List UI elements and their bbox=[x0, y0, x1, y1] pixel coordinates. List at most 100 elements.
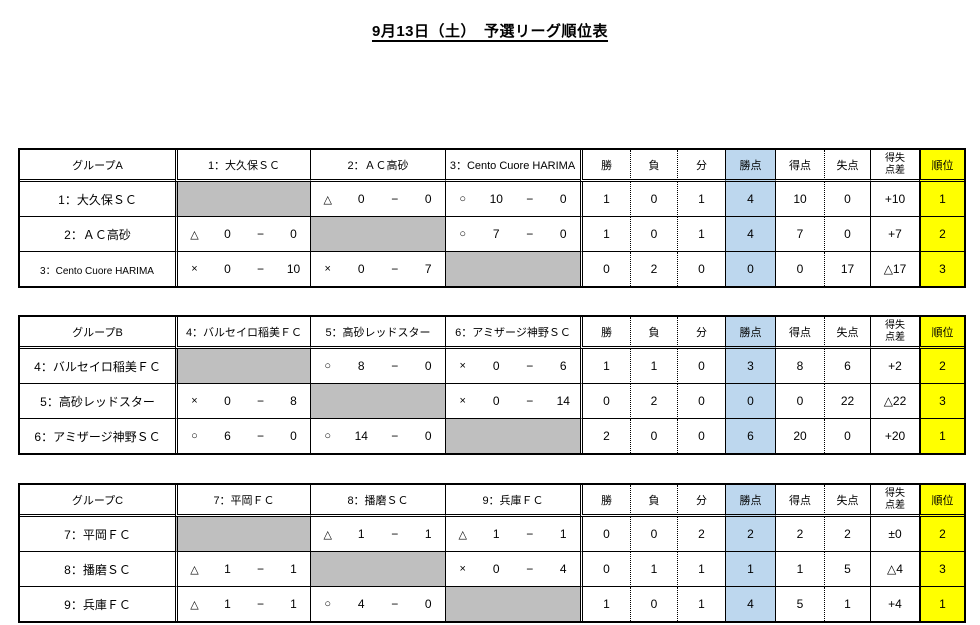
score-left: 0 bbox=[357, 262, 365, 276]
team-name: 9：兵庫ＦＣ bbox=[64, 597, 131, 612]
score-left: 0 bbox=[357, 192, 365, 206]
col-header-draws: 分 bbox=[677, 485, 725, 517]
match-result: × 0 − 7 bbox=[310, 252, 445, 286]
col-header-losses: 負 bbox=[630, 317, 677, 349]
team-row: 6：アミザージ神野ＳＣ ○ 6−0 ○ 14−0 2 0 0 6 20 0 +20 … bbox=[20, 419, 964, 453]
goal-diff-value: +10 bbox=[870, 182, 919, 217]
col-header-goals-for: 得点 bbox=[775, 485, 824, 517]
opponent-header: 3：Cento Cuore HARIMA bbox=[445, 150, 580, 182]
col-header-points: 勝点 bbox=[725, 485, 775, 517]
score-right: 4 bbox=[559, 562, 567, 576]
col-header-goals-against: 失点 bbox=[824, 485, 870, 517]
match-result: × 0 − 8 bbox=[175, 384, 310, 419]
score-left: 1 bbox=[224, 597, 231, 611]
col-header-rank: 順位 bbox=[919, 150, 964, 182]
score-right: 1 bbox=[290, 597, 297, 611]
score-right: 0 bbox=[424, 597, 432, 611]
match-result: × 0 − 14 bbox=[445, 384, 580, 419]
result-symbol: ○ bbox=[324, 598, 332, 610]
team-row: 7：平岡ＦＣ △ 1 − 1 △ 1 − 1 0 0 2 2 2 2 ±0 2 bbox=[20, 517, 964, 552]
score-right: 8 bbox=[290, 394, 297, 408]
opponent-header: 1：大久保ＳＣ bbox=[175, 150, 310, 182]
rank-value: 1 bbox=[919, 182, 964, 217]
col-header-draws: 分 bbox=[677, 317, 725, 349]
score-dash: − bbox=[256, 597, 264, 611]
col-header-goals-against: 失点 bbox=[824, 150, 870, 182]
score-right: 1 bbox=[559, 527, 567, 541]
self-match-cell bbox=[445, 252, 580, 286]
goal-diff-value: +7 bbox=[870, 217, 919, 252]
score-right: 0 bbox=[424, 429, 432, 443]
team-name: 4：バルセイロ稲美ＦＣ bbox=[20, 349, 175, 384]
self-match-cell bbox=[445, 587, 580, 621]
losses-value: 1 bbox=[630, 552, 677, 587]
match-result: △ 1 − 1 bbox=[445, 517, 580, 552]
score-dash: − bbox=[391, 597, 399, 611]
result-symbol: △ bbox=[190, 563, 199, 576]
self-match-cell bbox=[175, 349, 310, 384]
score-right: 1 bbox=[424, 527, 432, 541]
team-row: 9：兵庫ＦＣ △ 1 − 1 ○ 4 − 0 1 0 1 4 5 1 +4 1 bbox=[20, 587, 964, 621]
opponent-header: 2：ＡＣ高砂 bbox=[310, 150, 445, 182]
goals-for-value: 10 bbox=[775, 182, 824, 217]
result-symbol: × bbox=[459, 360, 466, 372]
result-symbol: × bbox=[324, 263, 331, 275]
match-result: ○ 8 − 0 bbox=[310, 349, 445, 384]
score-dash: − bbox=[256, 429, 264, 443]
result-symbol: ○ bbox=[459, 193, 467, 205]
points-value: 1 bbox=[725, 552, 775, 587]
group-label: グループA bbox=[20, 150, 175, 182]
rank-value: 2 bbox=[919, 349, 964, 384]
draws-value: 0 bbox=[677, 384, 725, 419]
match-result: × 0 − 6 bbox=[445, 349, 580, 384]
col-header-wins: 勝 bbox=[580, 485, 630, 517]
wins-value: 0 bbox=[580, 252, 630, 286]
score-right: 0 bbox=[424, 359, 432, 373]
opponent-header: 4：バルセイロ稲美ＦＣ bbox=[175, 317, 310, 349]
col-header-points: 勝点 bbox=[725, 317, 775, 349]
points-value: 4 bbox=[725, 182, 775, 217]
draws-value: 1 bbox=[677, 587, 725, 621]
score-dash: − bbox=[526, 394, 534, 408]
team-name: 3：Cento Cuore HARIMA bbox=[40, 265, 154, 277]
score-left: 1 bbox=[224, 562, 231, 576]
result-symbol: × bbox=[191, 395, 198, 407]
score-left: 10 bbox=[489, 192, 503, 206]
team-name: 2：ＡＣ高砂 bbox=[20, 217, 175, 252]
score-left: 0 bbox=[492, 562, 500, 576]
score-dash: − bbox=[526, 562, 534, 576]
goal-diff-label-line2: 点差 bbox=[885, 331, 905, 343]
score-dash: − bbox=[526, 227, 534, 241]
draws-value: 0 bbox=[677, 349, 725, 384]
result-symbol: × bbox=[459, 563, 466, 575]
col-header-goals-against: 失点 bbox=[824, 317, 870, 349]
col-header-goal-diff: 得失 点差 bbox=[870, 317, 919, 349]
result-symbol: × bbox=[459, 395, 466, 407]
points-value: 0 bbox=[725, 252, 775, 286]
goal-diff-label-line2: 点差 bbox=[885, 499, 905, 511]
col-header-wins: 勝 bbox=[580, 150, 630, 182]
goal-diff-value: △4 bbox=[870, 552, 919, 587]
draws-value: 2 bbox=[677, 517, 725, 552]
losses-value: 0 bbox=[630, 587, 677, 621]
col-header-rank: 順位 bbox=[919, 317, 964, 349]
match-result: ○ 6 − 0 bbox=[175, 419, 310, 453]
goals-against-value: 2 bbox=[824, 517, 870, 552]
score-dash: − bbox=[256, 394, 264, 408]
draws-value: 1 bbox=[677, 182, 725, 217]
wins-value: 0 bbox=[580, 517, 630, 552]
match-result: △ 1 − 1 bbox=[175, 587, 310, 621]
opponent-header: 7：平岡ＦＣ bbox=[175, 485, 310, 517]
goals-for-value: 7 bbox=[775, 217, 824, 252]
goals-for-value: 5 bbox=[775, 587, 824, 621]
self-match-cell bbox=[175, 182, 310, 217]
score-left: 1 bbox=[492, 527, 500, 541]
score-dash: − bbox=[391, 262, 399, 276]
result-symbol: △ bbox=[323, 193, 332, 206]
self-match-cell bbox=[310, 217, 445, 252]
goals-against-value: 1 bbox=[824, 587, 870, 621]
result-symbol: ○ bbox=[191, 430, 198, 442]
score-right: 1 bbox=[290, 562, 297, 576]
goal-diff-value: ±0 bbox=[870, 517, 919, 552]
goals-for-value: 0 bbox=[775, 384, 824, 419]
